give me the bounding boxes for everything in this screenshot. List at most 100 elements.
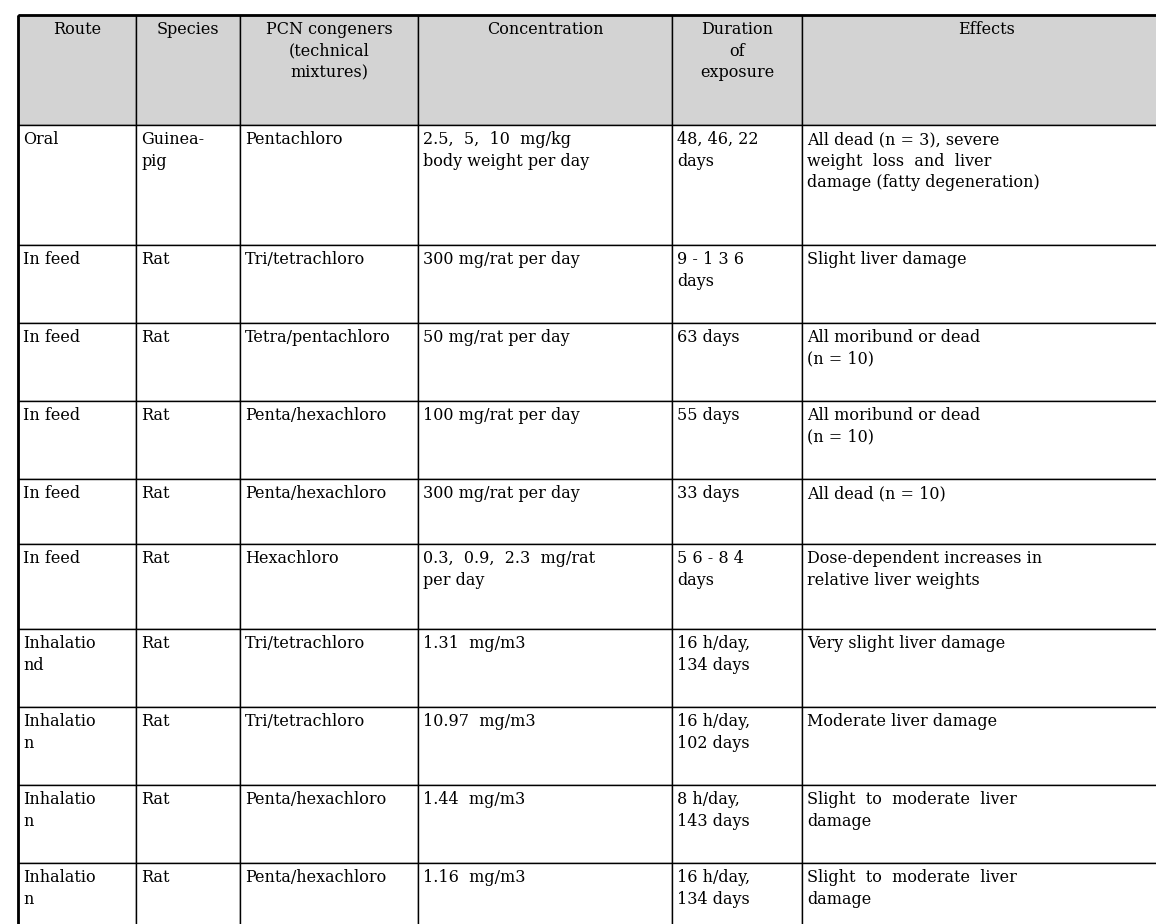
- Text: 300 mg/rat per day: 300 mg/rat per day: [423, 251, 580, 268]
- Text: 0.3,  0.9,  2.3  mg/rat
per day: 0.3, 0.9, 2.3 mg/rat per day: [423, 550, 595, 589]
- Bar: [418, 707, 672, 785]
- Bar: [802, 863, 1156, 924]
- Text: All dead (n = 10): All dead (n = 10): [807, 485, 946, 502]
- Text: Moderate liver damage: Moderate liver damage: [807, 713, 998, 730]
- Text: Tetra/pentachloro: Tetra/pentachloro: [245, 329, 391, 346]
- Text: Tri/tetrachloro: Tri/tetrachloro: [245, 635, 365, 652]
- Text: 8 h/day,
143 days: 8 h/day, 143 days: [677, 791, 750, 830]
- Text: Slight  to  moderate  liver
damage: Slight to moderate liver damage: [807, 791, 1017, 830]
- Text: 9 - 1 3 6
days: 9 - 1 3 6 days: [677, 251, 744, 289]
- Bar: [672, 125, 802, 245]
- Bar: [802, 125, 1156, 245]
- Text: In feed: In feed: [23, 485, 80, 502]
- Bar: [240, 401, 418, 479]
- Bar: [18, 125, 136, 245]
- Text: Slight liver damage: Slight liver damage: [807, 251, 966, 268]
- Bar: [18, 323, 136, 401]
- Bar: [240, 15, 418, 125]
- Text: 50 mg/rat per day: 50 mg/rat per day: [423, 329, 570, 346]
- Text: Rat: Rat: [141, 713, 170, 730]
- Bar: [802, 245, 1156, 323]
- Text: 2.5,  5,  10  mg/kg
body weight per day: 2.5, 5, 10 mg/kg body weight per day: [423, 131, 590, 169]
- Text: In feed: In feed: [23, 251, 80, 268]
- Text: 16 h/day,
134 days: 16 h/day, 134 days: [677, 869, 750, 907]
- Bar: [418, 125, 672, 245]
- Text: In feed: In feed: [23, 550, 80, 567]
- Text: 48, 46, 22
days: 48, 46, 22 days: [677, 131, 758, 169]
- Text: Inhalatio
nd: Inhalatio nd: [23, 635, 96, 674]
- Text: Tri/tetrachloro: Tri/tetrachloro: [245, 251, 365, 268]
- Bar: [240, 785, 418, 863]
- Text: Rat: Rat: [141, 251, 170, 268]
- Bar: [136, 863, 240, 924]
- Bar: [240, 629, 418, 707]
- Bar: [136, 323, 240, 401]
- Text: Guinea-
pig: Guinea- pig: [141, 131, 205, 169]
- Bar: [418, 629, 672, 707]
- Bar: [418, 479, 672, 544]
- Bar: [418, 323, 672, 401]
- Bar: [136, 125, 240, 245]
- Text: Concentration: Concentration: [487, 21, 603, 38]
- Bar: [418, 863, 672, 924]
- Text: Rat: Rat: [141, 485, 170, 502]
- Bar: [802, 629, 1156, 707]
- Bar: [802, 323, 1156, 401]
- Bar: [418, 245, 672, 323]
- Text: 33 days: 33 days: [677, 485, 740, 502]
- Text: Duration
of
exposure: Duration of exposure: [699, 21, 775, 81]
- Bar: [672, 323, 802, 401]
- Bar: [18, 479, 136, 544]
- Bar: [418, 15, 672, 125]
- Bar: [240, 323, 418, 401]
- Text: 16 h/day,
134 days: 16 h/day, 134 days: [677, 635, 750, 674]
- Bar: [672, 479, 802, 544]
- Bar: [802, 401, 1156, 479]
- Text: Rat: Rat: [141, 635, 170, 652]
- Text: 300 mg/rat per day: 300 mg/rat per day: [423, 485, 580, 502]
- Bar: [418, 544, 672, 629]
- Bar: [672, 707, 802, 785]
- Text: Dose-dependent increases in
relative liver weights: Dose-dependent increases in relative liv…: [807, 550, 1042, 589]
- Text: 100 mg/rat per day: 100 mg/rat per day: [423, 407, 580, 424]
- Bar: [136, 15, 240, 125]
- Bar: [802, 15, 1156, 125]
- Bar: [136, 401, 240, 479]
- Bar: [18, 863, 136, 924]
- Text: Pentachloro: Pentachloro: [245, 131, 342, 148]
- Text: Rat: Rat: [141, 329, 170, 346]
- Bar: [18, 707, 136, 785]
- Bar: [418, 401, 672, 479]
- Bar: [802, 479, 1156, 544]
- Text: All moribund or dead
(n = 10): All moribund or dead (n = 10): [807, 407, 980, 445]
- Bar: [18, 785, 136, 863]
- Bar: [18, 401, 136, 479]
- Bar: [18, 245, 136, 323]
- Text: 1.31  mg/m3: 1.31 mg/m3: [423, 635, 526, 652]
- Text: Species: Species: [157, 21, 220, 38]
- Text: Inhalatio
n: Inhalatio n: [23, 791, 96, 830]
- Text: PCN congeners
(technical
mixtures): PCN congeners (technical mixtures): [266, 21, 392, 81]
- Bar: [240, 125, 418, 245]
- Bar: [672, 245, 802, 323]
- Text: Rat: Rat: [141, 407, 170, 424]
- Text: Penta/hexachloro: Penta/hexachloro: [245, 791, 386, 808]
- Text: Tri/tetrachloro: Tri/tetrachloro: [245, 713, 365, 730]
- Text: 1.44  mg/m3: 1.44 mg/m3: [423, 791, 525, 808]
- Text: Penta/hexachloro: Penta/hexachloro: [245, 485, 386, 502]
- Bar: [18, 544, 136, 629]
- Bar: [136, 479, 240, 544]
- Text: 16 h/day,
102 days: 16 h/day, 102 days: [677, 713, 750, 751]
- Bar: [672, 15, 802, 125]
- Bar: [136, 629, 240, 707]
- Text: 55 days: 55 days: [677, 407, 740, 424]
- Text: Inhalatio
n: Inhalatio n: [23, 869, 96, 907]
- Text: Hexachloro: Hexachloro: [245, 550, 339, 567]
- Bar: [672, 401, 802, 479]
- Bar: [802, 785, 1156, 863]
- Bar: [136, 544, 240, 629]
- Text: 10.97  mg/m3: 10.97 mg/m3: [423, 713, 535, 730]
- Text: In feed: In feed: [23, 407, 80, 424]
- Bar: [240, 245, 418, 323]
- Bar: [18, 629, 136, 707]
